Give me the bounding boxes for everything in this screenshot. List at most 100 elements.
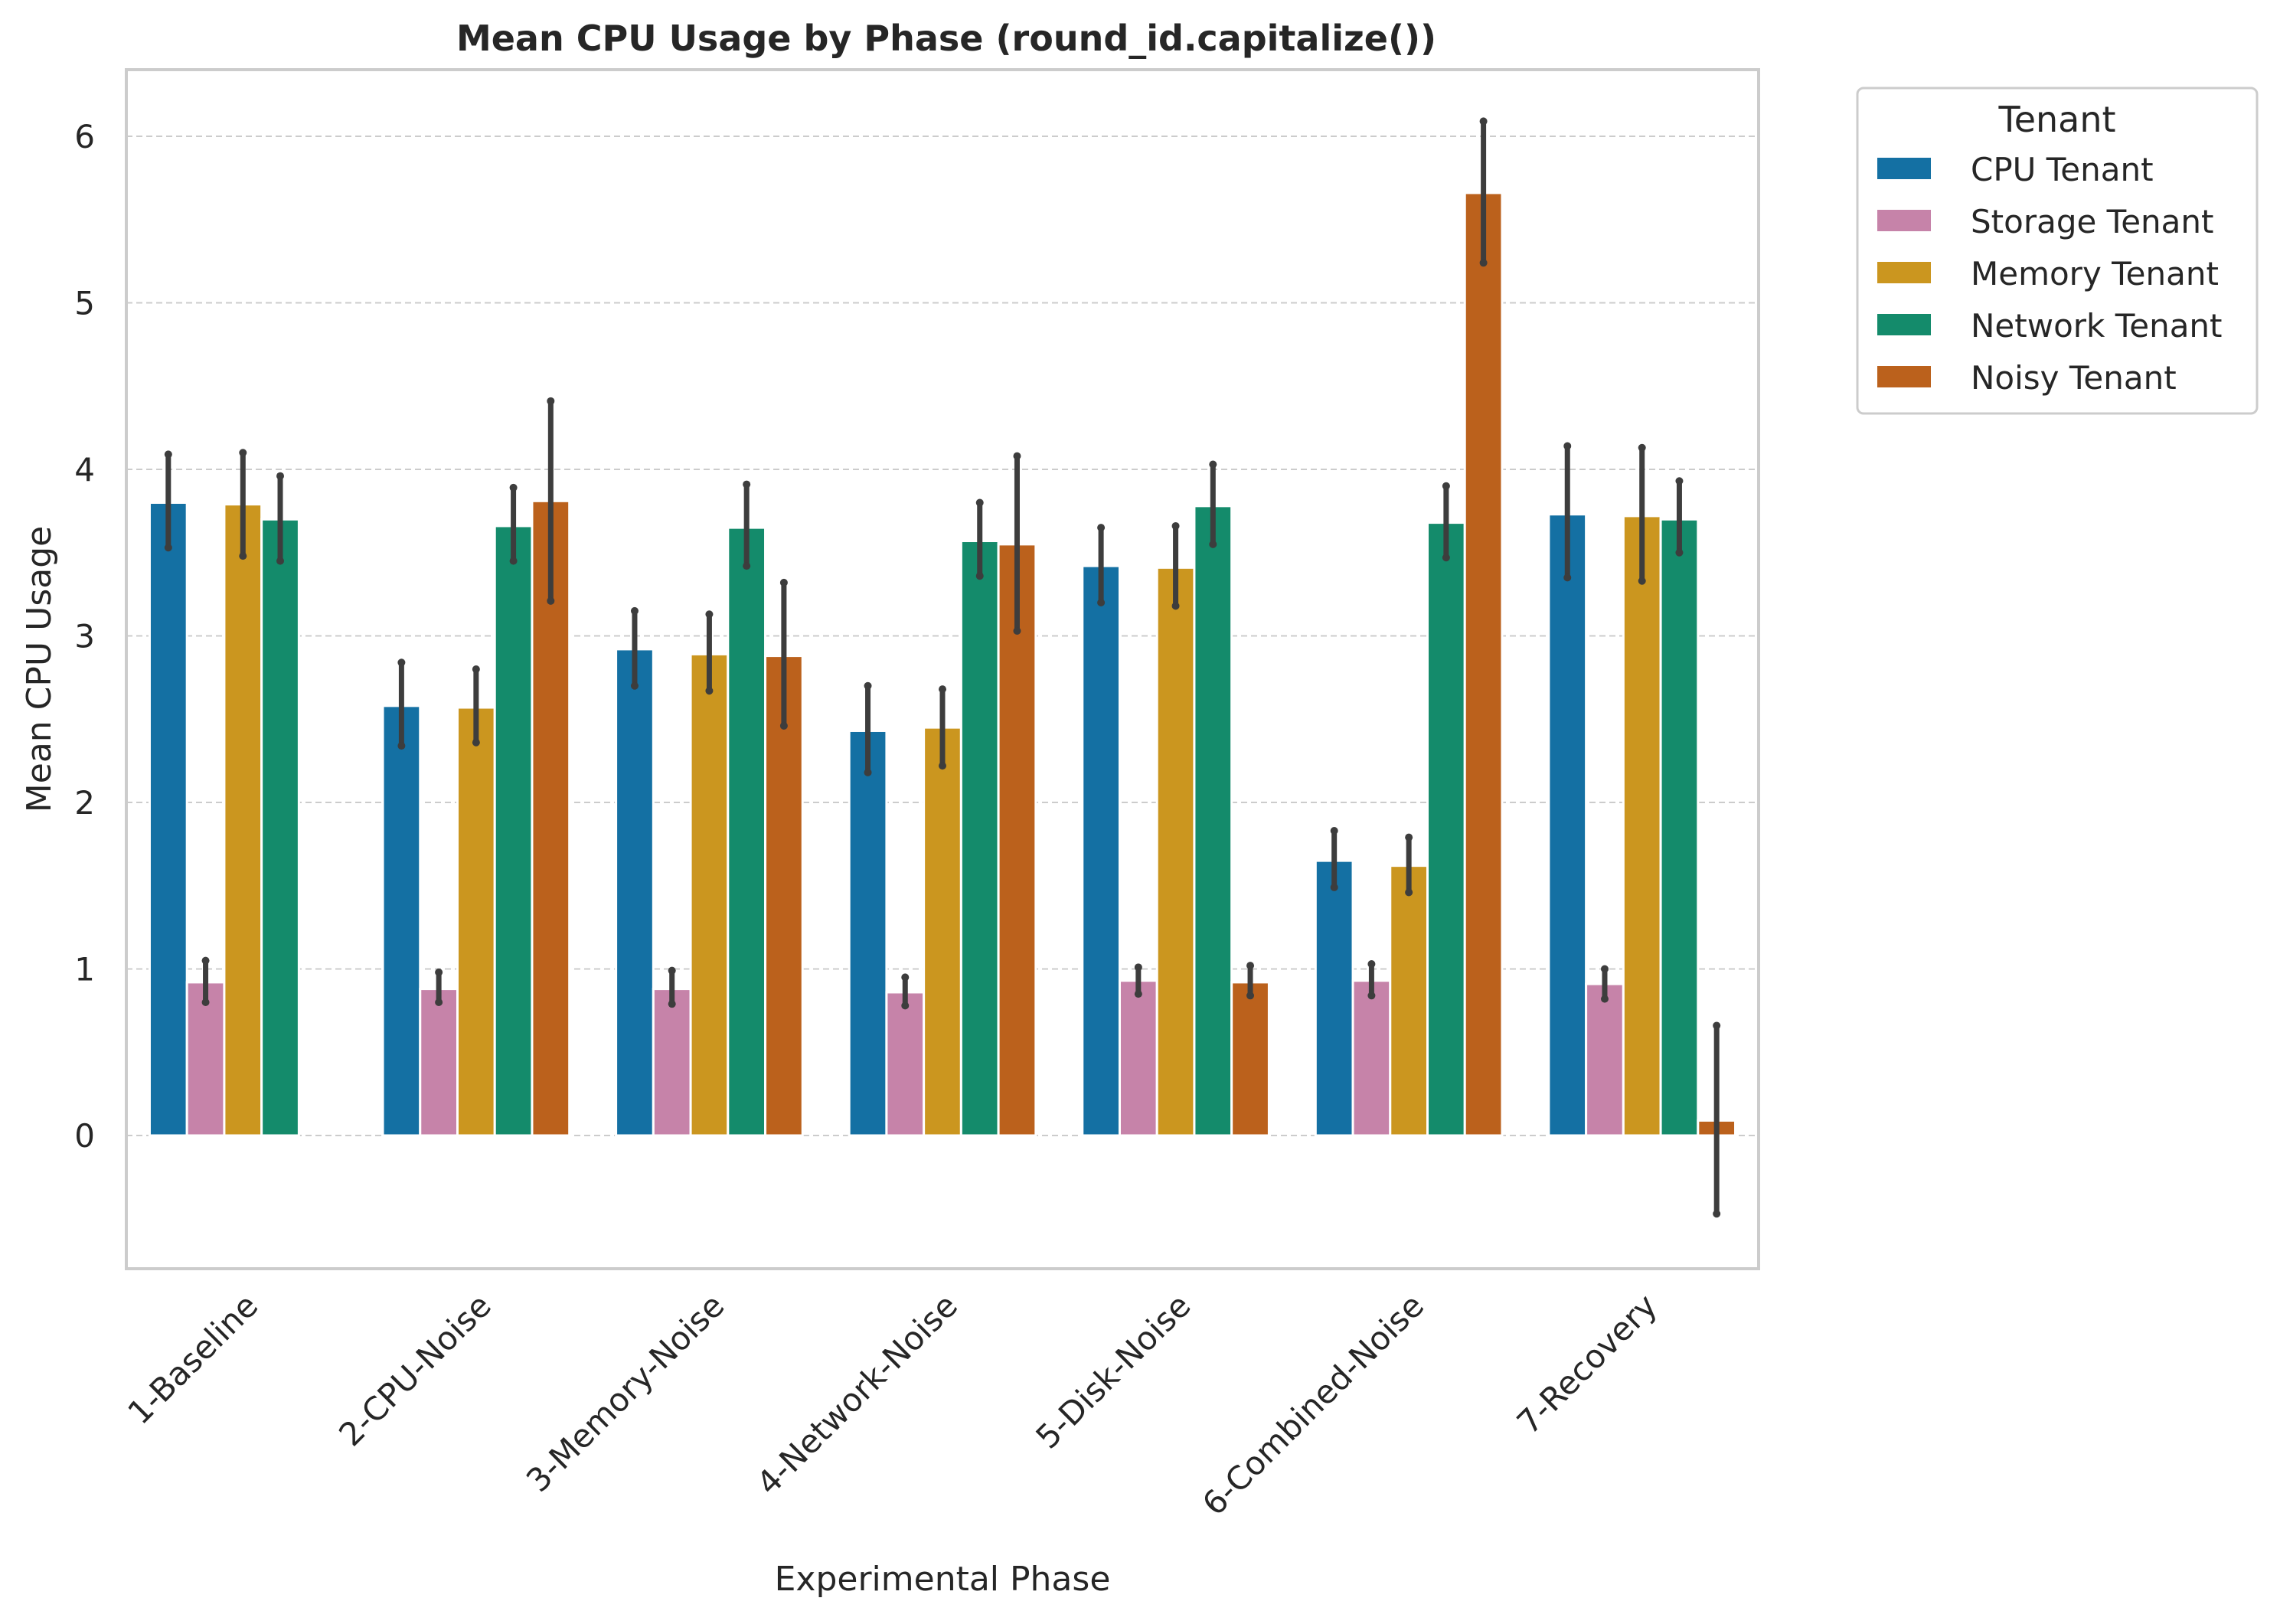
legend-swatch <box>1877 366 1931 387</box>
x-axis-label: Experimental Phase <box>775 1560 1111 1599</box>
error-cap <box>939 685 946 694</box>
bar <box>1585 982 1625 1137</box>
error-cap <box>1330 826 1338 835</box>
error-cap <box>547 397 555 405</box>
y-tick-label: 3 <box>74 618 95 655</box>
error-cap <box>1600 995 1609 1003</box>
error-cap <box>743 480 751 489</box>
error-cap <box>1134 990 1142 998</box>
error-cap <box>1013 452 1021 460</box>
bar <box>727 526 767 1137</box>
error-cap <box>1713 1021 1721 1030</box>
bar <box>764 655 804 1137</box>
legend-frame <box>1856 87 2259 415</box>
bar <box>959 540 1000 1137</box>
plot-frame <box>125 68 1760 1270</box>
error-cap <box>1479 259 1488 267</box>
error-cap <box>668 1000 676 1008</box>
bar <box>1155 566 1196 1137</box>
legend-label: CPU Tenant <box>1971 151 2154 188</box>
legend-title: Tenant <box>1997 99 2115 140</box>
legend-swatch <box>1877 210 1931 231</box>
bar <box>1230 981 1270 1137</box>
legend-label: Noisy Tenant <box>1971 359 2177 397</box>
y-tick-label: 6 <box>74 118 95 155</box>
error-cap <box>1563 573 1572 582</box>
bar <box>923 726 962 1137</box>
error-cap <box>547 596 555 605</box>
error-cap <box>939 762 946 770</box>
bar <box>260 518 300 1137</box>
error-cap <box>779 721 788 730</box>
bar <box>997 543 1037 1137</box>
error-cap <box>630 681 639 690</box>
error-cap <box>1209 540 1217 548</box>
error-cap <box>239 552 247 560</box>
error-cap <box>1171 521 1180 530</box>
y-tick-label: 1 <box>74 951 95 988</box>
error-cap <box>1367 959 1376 968</box>
error-cap <box>901 973 910 982</box>
bar <box>1118 979 1158 1137</box>
error-cap <box>1330 883 1338 891</box>
error-cap <box>472 665 480 673</box>
legend-swatch <box>1877 262 1931 283</box>
bar <box>1463 191 1504 1137</box>
y-tick-label: 4 <box>74 451 95 489</box>
bar <box>1193 505 1233 1137</box>
error-cap <box>1713 1210 1721 1218</box>
error-cap <box>1171 602 1180 610</box>
bar <box>223 503 263 1137</box>
bar <box>1622 515 1662 1137</box>
bar <box>419 988 459 1137</box>
bar <box>652 988 692 1137</box>
error-bars <box>164 117 1721 1218</box>
error-cap <box>1638 443 1646 452</box>
bar <box>456 706 496 1137</box>
error-cap <box>1097 524 1106 532</box>
bar <box>1426 521 1466 1137</box>
bar <box>185 981 226 1137</box>
bar <box>1351 979 1392 1137</box>
error-cap <box>472 738 480 747</box>
bar <box>1389 864 1429 1137</box>
error-cap <box>1013 626 1021 635</box>
error-cap <box>705 610 714 619</box>
bar <box>1659 518 1700 1137</box>
legend-label: Storage Tenant <box>1971 203 2213 240</box>
error-cap <box>1134 963 1142 972</box>
error-cap <box>743 562 751 570</box>
legend-swatch <box>1877 314 1931 335</box>
error-cap <box>1246 992 1255 1000</box>
error-cap <box>1675 548 1684 557</box>
y-tick-label: 2 <box>74 784 95 822</box>
y-axis-label: Mean CPU Usage <box>20 526 59 812</box>
error-cap <box>1367 992 1376 1000</box>
error-cap <box>975 572 984 580</box>
bar <box>885 991 926 1137</box>
error-cap <box>975 498 984 507</box>
error-cap <box>1405 888 1413 897</box>
bar <box>1081 564 1121 1137</box>
error-cap <box>239 449 247 457</box>
legend-swatch <box>1877 158 1931 179</box>
error-cap <box>779 578 788 587</box>
error-cap <box>864 768 872 776</box>
bars <box>148 191 1737 1137</box>
error-cap <box>509 557 518 565</box>
legend-items: CPU Tenant Storage Tenant Memory Tenant Net… <box>1877 151 2223 397</box>
error-cap <box>164 450 172 459</box>
error-cap <box>705 687 714 695</box>
bar <box>493 524 534 1137</box>
bar <box>848 729 888 1137</box>
error-cap <box>397 658 406 667</box>
error-cap <box>668 966 676 975</box>
bar <box>531 499 571 1137</box>
error-cap <box>201 998 210 1006</box>
error-cap <box>1563 442 1572 450</box>
error-cap <box>1479 117 1488 126</box>
bar <box>615 648 655 1137</box>
error-cap <box>630 606 639 615</box>
